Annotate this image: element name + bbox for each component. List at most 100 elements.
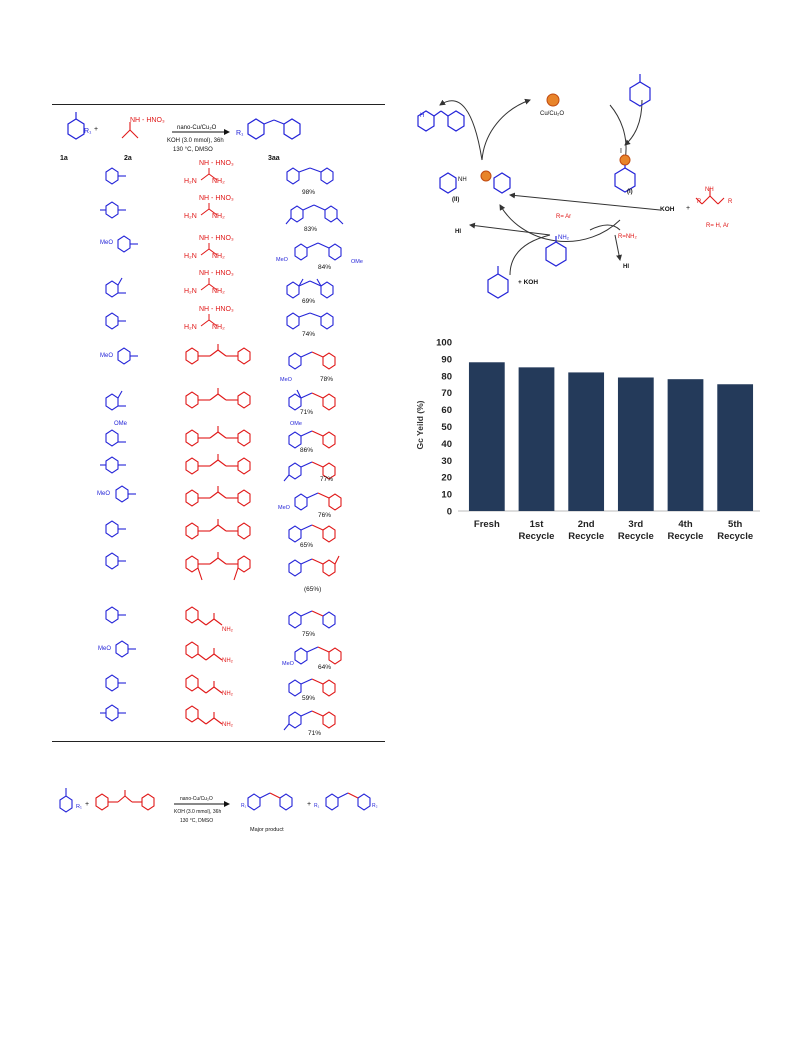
guanidine-right-label: NH₂ — [212, 178, 225, 185]
aryl-iodide-structure — [100, 456, 126, 474]
aryl-iodide-structure — [100, 201, 126, 219]
product-structure — [294, 646, 342, 665]
y-tick-label: 80 — [441, 371, 452, 382]
aryl-substituent: MeO — [98, 646, 112, 652]
hi-label-1: HI — [455, 229, 461, 235]
bottom-product-r1: R₁ — [241, 803, 247, 809]
product-structure — [288, 610, 336, 629]
product-structure — [288, 524, 336, 543]
guanidine-right-label: NH₂ — [212, 288, 225, 295]
major-product-label: Major product — [250, 827, 284, 833]
guanidine-nh-label: NH — [705, 187, 714, 193]
aryl-substituent: MeO — [97, 491, 111, 497]
guanidine-structure — [200, 203, 218, 216]
bottom-plus-2: + — [307, 801, 312, 808]
product-yield: 76% — [318, 512, 332, 519]
urea-nh2-label: NH₂ — [222, 691, 233, 697]
header-cond2: KOH (3.0 mmol), 36h — [167, 138, 224, 144]
y-tick-label: 70 — [441, 388, 452, 399]
bottom-cond2: KOH (3.0 mmol), 36h — [174, 809, 222, 815]
guanidine-top-label: NH - HNO₃ — [199, 306, 234, 313]
guanidine-structure — [200, 314, 218, 327]
guanidine-right-label: NH₂ — [212, 253, 225, 260]
y-tick-label: 40 — [441, 439, 452, 450]
header-plus: + — [94, 126, 99, 133]
product-structure — [288, 351, 336, 370]
y-tick-label: 20 — [441, 473, 452, 484]
compound-id-3aa: 3aa — [268, 155, 280, 162]
product-yield: 84% — [318, 264, 332, 271]
aryl-substituent: OMe — [114, 421, 128, 427]
diphenylguanidine-structure — [185, 486, 251, 507]
guanidine-left-label: H₂N — [184, 213, 197, 220]
product-structure — [294, 492, 342, 511]
aryl-substituent: MeO — [100, 353, 114, 359]
r-equals-nh2-label: R=NH₂ — [618, 234, 637, 240]
bar — [667, 379, 704, 511]
compound-id-2a: 2a — [124, 155, 132, 162]
product-yield: 75% — [302, 631, 316, 638]
recycle-yield-chart: 0 10 20 30 40 50 60 70 80 90 100 Fresh 1st Recycle 2n… — [410, 330, 770, 560]
x-tick-label: 3rd — [628, 519, 643, 530]
product-structure — [286, 278, 334, 299]
r-h-ar-label: R= H, Ar — [706, 223, 729, 229]
cycle-drawing — [417, 74, 725, 299]
ditolylguanidine-structure — [185, 552, 251, 581]
phenylurea-structure — [185, 674, 223, 694]
guanidine-top-label: NH - HNO₃ — [199, 235, 234, 242]
x-tick-label: 2nd — [578, 519, 595, 530]
product-yield: 59% — [302, 695, 316, 702]
bottom-product-r2: R₂ — [372, 803, 378, 809]
guanidine-structure — [200, 168, 218, 181]
y-tick-label: 90 — [441, 354, 452, 365]
x-axis: Fresh 1stRecycle2ndRecycle3rdRecycle4thRe… — [474, 519, 753, 542]
product-yield: 71% — [308, 730, 322, 737]
guanidine-r-right: R — [728, 199, 733, 205]
product-yield: 71% — [300, 409, 314, 416]
header-scheme — [67, 112, 301, 140]
koh-label: KOH — [660, 206, 675, 213]
diphenylguanidine-structure — [185, 519, 251, 540]
intermediate-2-nh: NH — [458, 177, 467, 183]
aryl-iodide-structure — [105, 277, 126, 298]
x-tick-label: Recycle — [568, 531, 604, 542]
aryl-iodide-structure — [105, 167, 126, 185]
phenylurea-structure — [185, 705, 223, 725]
bottom-scheme-drawing — [59, 788, 371, 813]
bottom-cond3: 130 °C, DMSO — [180, 818, 214, 824]
x-tick-label: Recycle — [618, 531, 654, 542]
product-yield: 74% — [302, 331, 316, 338]
product-structure — [288, 555, 340, 577]
product-structure — [286, 312, 334, 330]
product-structure — [283, 461, 336, 482]
product-structure — [285, 204, 344, 225]
r-equals-ar-label: R= Ar — [556, 214, 572, 220]
x-tick-label: Recycle — [717, 531, 753, 542]
aryl-iodide-structure — [105, 429, 126, 447]
urea-nh2-label: NH₂ — [222, 722, 233, 728]
product-yield: 64% — [318, 664, 332, 671]
header-r1-label: R₁ — [84, 128, 92, 135]
aniline-nh2-label: NH₂ — [558, 235, 569, 241]
intermediate-2-label: (II) — [452, 197, 460, 203]
aryl-iodide-structure — [117, 347, 138, 365]
aryl-iodide-structure — [105, 552, 126, 570]
dpa-nh-label: H — [420, 113, 425, 119]
product-structure — [286, 167, 334, 185]
guanidine-left-label: H₂N — [184, 178, 197, 185]
x-tick-label: 1st — [530, 519, 545, 530]
catalyst-label: Cu/Cu₂O — [540, 111, 565, 117]
urea-nh2-label: NH₂ — [222, 658, 233, 664]
x-tick-label: Recycle — [668, 531, 704, 542]
product-ome-label: OMe — [351, 259, 363, 265]
bar — [468, 362, 505, 511]
iodo-label: I — [620, 148, 622, 155]
header-reagent: NH - HNO₃ — [130, 117, 165, 124]
guanidine-structure — [200, 243, 218, 256]
bottom-cond1: nano-Cu/Cu₂O — [180, 796, 213, 802]
heteroaryl-iodide-structure — [105, 520, 126, 538]
diphenylguanidine-structure — [185, 388, 251, 409]
table-bottom-rule — [52, 741, 385, 742]
bar — [518, 367, 555, 511]
